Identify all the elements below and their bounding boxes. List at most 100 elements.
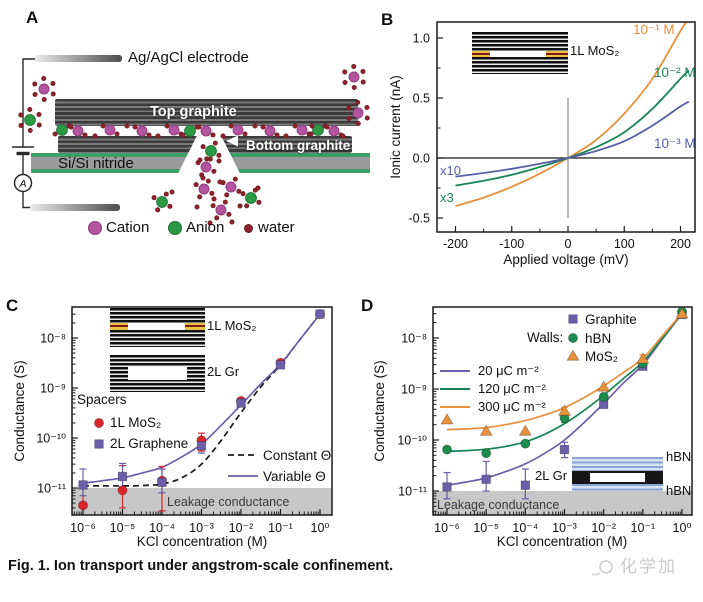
graphene-spacer-layer	[572, 471, 663, 484]
x-tick-label: 10⁻⁵	[110, 521, 136, 535]
anion-icon	[312, 124, 324, 136]
water-icon	[346, 105, 352, 111]
data-point	[520, 480, 531, 490]
water-icon	[200, 144, 206, 150]
water-icon	[209, 190, 215, 196]
water-icon	[41, 76, 47, 82]
cation-legend-icon	[88, 221, 102, 235]
water-icon	[163, 191, 169, 197]
water-icon	[351, 84, 357, 90]
water-legend-icon	[244, 224, 253, 233]
y-tick-label: 10⁻¹⁰	[36, 432, 66, 446]
graphite-layer	[110, 330, 205, 347]
water-icon	[169, 189, 175, 195]
water-icon	[237, 203, 243, 209]
cation-icon	[352, 107, 364, 119]
inset-b-label: 1L MoS₂	[570, 43, 620, 58]
water-icon	[193, 182, 199, 188]
mos2-spacer	[472, 51, 490, 57]
water-icon	[260, 124, 266, 130]
scale-annotation-x3: x3	[440, 190, 454, 205]
water-icon	[211, 196, 217, 202]
device-inset-c-mos2	[110, 308, 205, 347]
water-icon	[167, 203, 173, 209]
water-icon	[32, 91, 38, 97]
y-tick-label: 10⁻⁸	[40, 332, 66, 346]
data-point	[94, 439, 104, 449]
water-icon	[132, 124, 138, 130]
water-icon	[180, 132, 186, 138]
inset-d-label-hbn-top: hBN	[666, 449, 692, 464]
data-point	[675, 307, 689, 319]
water-icon	[214, 215, 220, 221]
x-tick-label: 10⁻²	[229, 521, 254, 535]
water-icon	[322, 123, 328, 129]
water-icon	[100, 123, 106, 129]
water-icon	[210, 203, 216, 209]
water-icon	[114, 131, 120, 137]
water-icon	[210, 132, 216, 138]
cation-icon	[104, 124, 116, 136]
leakage-band	[433, 491, 692, 515]
legend-item-constant-theta: Constant Θ	[263, 448, 332, 463]
y-tick-label: 10⁻⁸	[401, 332, 427, 346]
x-tick-label: 10⁻⁵	[473, 521, 499, 535]
data-point	[315, 309, 325, 319]
leakage-label-c: Leakage conductance	[167, 495, 290, 509]
legend-title-walls: Walls:	[527, 330, 564, 345]
water-icon	[355, 100, 361, 106]
data-point	[78, 480, 88, 490]
iv-curve-1	[455, 69, 690, 187]
water-icon	[292, 123, 298, 129]
data-point	[479, 424, 493, 436]
top-electrode-bar	[35, 55, 122, 62]
plot-frame-b	[436, 21, 696, 233]
data-point	[518, 424, 532, 436]
water-icon	[283, 133, 289, 139]
water-icon	[211, 168, 217, 174]
cation-icon	[168, 124, 180, 136]
cation-icon	[225, 181, 237, 193]
water-icon	[242, 131, 248, 137]
watermark-icon	[599, 560, 613, 574]
x-tick-label: 10⁻⁶	[70, 521, 96, 535]
cation-icon	[348, 71, 360, 83]
y-tick-label: 10⁻⁹	[40, 382, 66, 396]
y-tick-label: 10⁻¹¹	[398, 485, 427, 499]
top-graphite-label: Top graphite	[150, 104, 237, 120]
graphite-layer	[110, 308, 205, 323]
cation-icon	[264, 125, 276, 137]
water-icon	[308, 131, 314, 137]
cation-icon	[296, 124, 308, 136]
hbn-layer	[572, 457, 663, 471]
x-tick-label: 100	[614, 237, 635, 251]
legend-item-mos2: MoS₂	[585, 349, 618, 364]
data-point	[442, 482, 452, 492]
water-icon	[155, 133, 161, 139]
water-icon	[18, 112, 24, 118]
water-icon	[229, 219, 235, 225]
legend-item-variable-theta: Variable Θ	[263, 469, 326, 484]
water-icon	[194, 204, 200, 210]
anion-legend-label: Anion	[186, 219, 225, 236]
iv-curves	[455, 22, 690, 207]
x-tick-label: -200	[443, 237, 468, 251]
anion-icon	[56, 124, 68, 136]
x-tick-label: 10⁻³	[189, 521, 214, 535]
cation-icon	[198, 183, 210, 195]
watermark-text: 化学加	[620, 557, 677, 576]
data-point	[441, 444, 452, 455]
legend-item-1l-mos2: 1L MoS₂	[110, 415, 162, 430]
water-icon	[197, 157, 203, 163]
data-point	[597, 380, 611, 392]
x-tick-label: 0	[565, 237, 572, 251]
data-point	[520, 438, 531, 449]
y-tick-label: -0.5	[408, 212, 430, 226]
y-tick-label: 1.0	[413, 32, 430, 46]
x-tick-label: 10⁻⁴	[512, 521, 538, 535]
channel-gap	[110, 323, 205, 330]
device-inset-b	[472, 32, 568, 74]
cation-icon	[136, 125, 148, 137]
water-icon	[200, 175, 206, 181]
water-icon	[82, 132, 88, 138]
